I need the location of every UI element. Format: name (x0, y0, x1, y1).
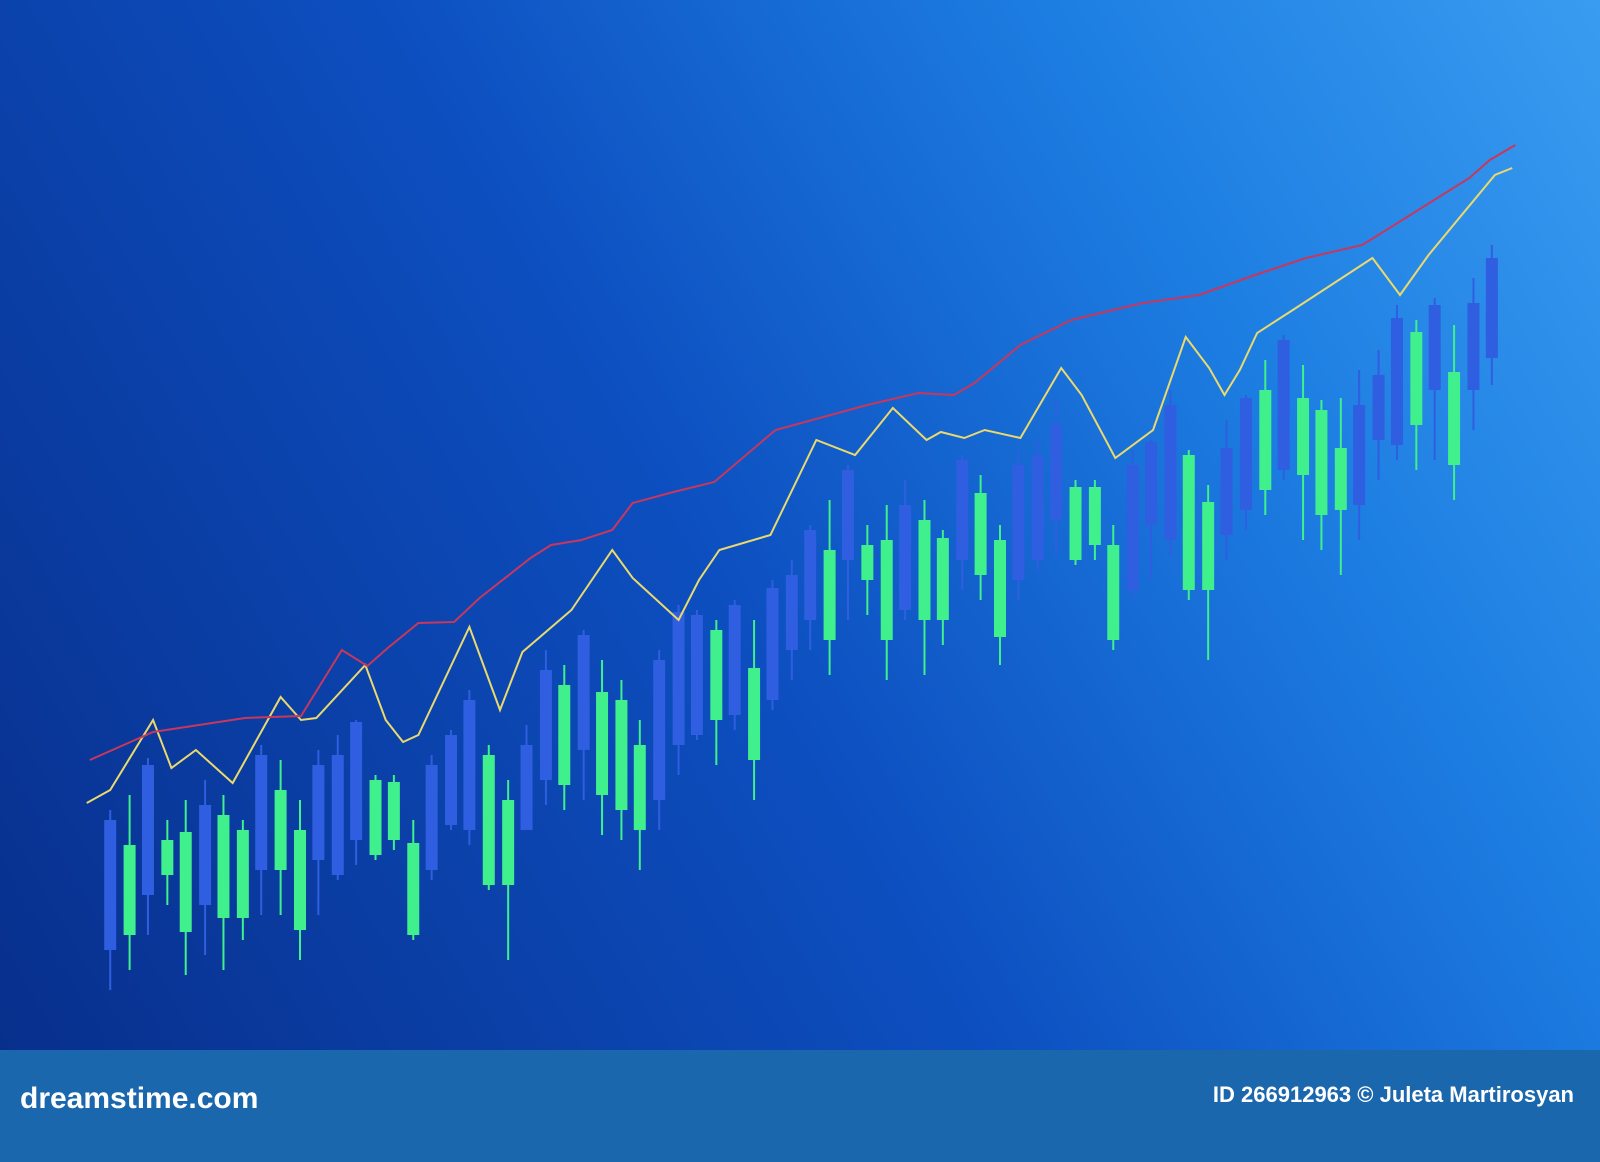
candle-body (918, 520, 931, 620)
candle-body (141, 765, 154, 895)
candle-body (633, 745, 646, 830)
candle-body (1428, 305, 1441, 390)
candle-body (994, 540, 1006, 637)
candle-body (539, 670, 552, 780)
candle-body (350, 722, 363, 840)
candle-body (577, 635, 590, 750)
candle-body (728, 605, 741, 715)
candle-body (1467, 303, 1480, 390)
candle-body (615, 700, 628, 810)
candle-body (1297, 398, 1310, 475)
candle-body (1277, 340, 1290, 470)
candle-body (899, 505, 912, 610)
candle-body (596, 692, 609, 795)
candle-body (766, 588, 779, 700)
candle-body (1390, 318, 1403, 445)
candle-body (1448, 372, 1461, 465)
credit: ID 266912963 © Juleta Martirosyan (1212, 1082, 1574, 1107)
candle-body (255, 755, 268, 870)
candle-body (331, 755, 344, 875)
candle-body (804, 530, 817, 620)
candle-body (217, 815, 230, 918)
candle-body (748, 668, 761, 760)
candle-body (1012, 465, 1025, 580)
candle-body (974, 493, 987, 575)
candle-body (558, 685, 571, 785)
candle-body (502, 800, 515, 885)
candle-body (710, 630, 723, 720)
candle-body (407, 843, 420, 935)
candle-body (294, 830, 306, 930)
candle-body (445, 735, 458, 825)
site-name: dreamstime.com (20, 1082, 259, 1115)
candle-body (1259, 390, 1272, 490)
candle-body (274, 790, 287, 870)
chart (0, 0, 1600, 1050)
candle-body (1145, 442, 1158, 525)
candle-body (823, 550, 836, 640)
candle-body (785, 575, 798, 650)
candle-body (387, 782, 400, 840)
candle-body (1353, 405, 1366, 505)
candle-body (520, 745, 533, 830)
candle-body (672, 612, 685, 745)
candle-body (482, 755, 495, 885)
candle-body (841, 470, 854, 560)
candle-body (1164, 405, 1177, 540)
candle-body (369, 780, 382, 855)
candle-body (312, 765, 325, 860)
candle-body (1410, 332, 1423, 425)
candle-body (1485, 258, 1498, 358)
candle-body (1069, 487, 1082, 560)
candle-body (1334, 448, 1347, 510)
candle-body (236, 830, 249, 918)
candle-body (199, 805, 212, 905)
candle-body (123, 845, 136, 935)
candle-body (653, 660, 666, 800)
candle-body (1315, 410, 1328, 515)
candle-body (1220, 448, 1233, 535)
candle-body (1239, 398, 1252, 510)
candle-body (1372, 375, 1385, 440)
candle-body (956, 460, 969, 560)
candle-body (1126, 465, 1139, 590)
candle-body (161, 840, 174, 875)
candle-body (463, 700, 476, 830)
candle-body (1202, 502, 1215, 590)
candle-body (1050, 425, 1063, 520)
candle-body (1107, 545, 1120, 640)
candle-body (1088, 487, 1101, 545)
trend-line (89, 144, 1516, 761)
trend-line (86, 167, 1513, 804)
candle-body (880, 540, 893, 640)
candle-body (1031, 455, 1044, 560)
candle-body (425, 765, 438, 870)
candle-body (861, 545, 874, 580)
candle-body (690, 615, 703, 735)
candle-body (1182, 455, 1195, 590)
candle-body (179, 832, 192, 932)
candle-body (936, 538, 949, 620)
footer: dreamstime.com ID 266912963 © Juleta Mar… (0, 1050, 1600, 1162)
candle-body (104, 820, 117, 950)
